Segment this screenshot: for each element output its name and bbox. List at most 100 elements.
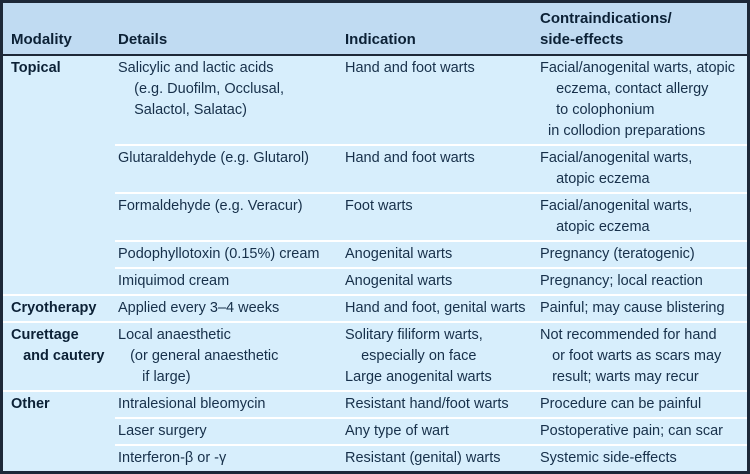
details-cell-line: Salicylic and lactic acids	[118, 60, 274, 76]
table-row: Imiquimod cream Anogenital warts Pregnancy…	[3, 267, 747, 294]
details-cell-line: (or general anaesthetic	[118, 348, 279, 364]
indication-cell: Resistant (genital) warts	[342, 444, 537, 469]
table-body: Topical Salicylic and lactic acids (e.g. …	[3, 56, 747, 471]
table-row: Curettage and cautery Local anaesthetic (…	[3, 323, 747, 390]
modality-cell	[3, 146, 115, 190]
indication-cell: Foot warts	[342, 192, 537, 238]
indication-cell: Anogenital warts	[342, 240, 537, 265]
indication-cell-line: Anogenital warts	[345, 273, 453, 289]
details-cell-line: (e.g. Duofilm, Occlusal,	[118, 81, 284, 97]
details-cell-line: Podophyllotoxin (0.15%) cream	[118, 246, 320, 262]
contraindications-cell: Painful; may cause blistering	[537, 298, 747, 319]
modality-cell	[3, 419, 115, 442]
indication-cell-line: Anogenital warts	[345, 246, 453, 262]
details-cell-line: Glutaraldehyde (e.g. Glutarol)	[118, 150, 310, 166]
table-row: Interferon-β or -γ Resistant (genital) wa…	[3, 444, 747, 471]
contraindications-cell-line: atopic eczema	[540, 219, 650, 235]
column-header-indication: Indication	[345, 31, 416, 48]
modality-cell-line: Topical	[11, 60, 61, 76]
modality-cell	[3, 269, 115, 292]
modality-cell: Curettage and cautery	[3, 325, 115, 388]
table-row: Topical Salicylic and lactic acids (e.g. …	[3, 56, 747, 144]
contraindications-cell-line: Systemic side-effects	[540, 450, 677, 466]
indication-cell-line: Resistant (genital) warts	[345, 450, 501, 466]
contraindications-cell-line: Procedure can be painful	[540, 396, 702, 412]
contraindications-cell: Not recommended for hand or foot warts a…	[537, 325, 747, 388]
modality-cell: Other	[3, 394, 115, 415]
column-header-contraindications-line2: side-effects	[540, 31, 624, 48]
contraindications-cell: Procedure can be painful	[537, 394, 747, 415]
indication-cell: Hand and foot warts	[342, 58, 537, 142]
column-header-details: Details	[118, 31, 168, 48]
indication-cell-line: Any type of wart	[345, 423, 449, 439]
table-section: Topical Salicylic and lactic acids (e.g. …	[3, 56, 747, 294]
contraindications-cell-line: or foot warts as scars may	[540, 348, 722, 364]
table-row: Other Intralesional bleomycin Resistant ha…	[3, 392, 747, 417]
modality-cell-line: and cautery	[11, 348, 105, 364]
contraindications-cell-line: Facial/anogenital warts, atopic	[540, 60, 736, 76]
table-row: Glutaraldehyde (e.g. Glutarol) Hand and f…	[3, 144, 747, 192]
contraindications-cell-line: Facial/anogenital warts,	[540, 198, 693, 214]
contraindications-cell-line: Pregnancy (teratogenic)	[540, 246, 695, 262]
indication-cell: Solitary filiform warts, especially on f…	[342, 325, 537, 388]
table-row: Podophyllotoxin (0.15%) cream Anogenital …	[3, 240, 747, 267]
details-cell: Podophyllotoxin (0.15%) cream	[115, 240, 342, 265]
column-header-contraindications: Contraindications/ side-effects	[537, 8, 747, 54]
modality-cell	[3, 242, 115, 265]
contraindications-cell-line: in collodion preparations	[540, 123, 706, 139]
modality-cell	[3, 446, 115, 469]
indication-cell: Resistant hand/foot warts	[342, 394, 537, 415]
details-cell-line: if large)	[118, 369, 191, 385]
contraindications-cell: Facial/anogenital warts, atopic eczema, …	[537, 58, 747, 142]
details-cell: Intralesional bleomycin	[115, 394, 342, 415]
table-row: Cryotherapy Applied every 3–4 weeks Hand a…	[3, 296, 747, 321]
details-cell-line: Applied every 3–4 weeks	[118, 300, 280, 316]
contraindications-cell-line: Pregnancy; local reaction	[540, 273, 703, 289]
details-cell-line: Imiquimod cream	[118, 273, 230, 289]
details-cell: Formaldehyde (e.g. Veracur)	[115, 192, 342, 238]
contraindications-cell: Systemic side-effects	[537, 444, 747, 469]
contraindications-cell: Facial/anogenital warts, atopic eczema	[537, 192, 747, 238]
indication-cell-line: Foot warts	[345, 198, 413, 214]
column-header-modality: Modality	[11, 31, 72, 48]
table-header: Modality Details Indication Contraindica…	[3, 3, 747, 56]
indication-cell: Hand and foot warts	[342, 144, 537, 190]
contraindications-cell: Pregnancy (teratogenic)	[537, 240, 747, 265]
modality-cell-line: Curettage	[11, 327, 79, 343]
indication-cell-line: Hand and foot warts	[345, 150, 475, 166]
details-cell-line: Salactol, Salatac)	[118, 102, 247, 118]
indication-cell-line: Hand and foot warts	[345, 60, 475, 76]
details-cell-line: Intralesional bleomycin	[118, 396, 266, 412]
table-section: Cryotherapy Applied every 3–4 weeks Hand a…	[3, 294, 747, 321]
indication-cell-line: especially on face	[345, 348, 477, 364]
details-cell: Interferon-β or -γ	[115, 444, 342, 469]
indication-cell-line: Resistant hand/foot warts	[345, 396, 509, 412]
contraindications-cell-line: Postoperative pain; can scar	[540, 423, 723, 439]
modality-cell	[3, 194, 115, 238]
indication-cell: Anogenital warts	[342, 267, 537, 292]
table-row: Formaldehyde (e.g. Veracur) Foot warts Fac…	[3, 192, 747, 240]
modality-cell: Topical	[3, 58, 115, 142]
details-cell: Salicylic and lactic acids (e.g. Duofilm…	[115, 58, 342, 142]
contraindications-cell-line: to colophonium	[540, 102, 655, 118]
contraindications-cell: Postoperative pain; can scar	[537, 417, 747, 442]
table-row: Laser surgery Any type of wart Postoperati…	[3, 417, 747, 444]
contraindications-cell-line: Facial/anogenital warts,	[540, 150, 693, 166]
details-cell: Glutaraldehyde (e.g. Glutarol)	[115, 144, 342, 190]
contraindications-cell-line: Not recommended for hand	[540, 327, 717, 343]
table-section: Other Intralesional bleomycin Resistant ha…	[3, 390, 747, 471]
modality-cell-line: Other	[11, 396, 50, 412]
details-cell-line: Local anaesthetic	[118, 327, 231, 343]
indication-cell-line: Large anogenital warts	[345, 369, 492, 385]
contraindications-cell-line: Painful; may cause blistering	[540, 300, 725, 316]
indication-cell: Hand and foot, genital warts	[342, 298, 537, 319]
modality-cell-line: Cryotherapy	[11, 300, 97, 316]
column-header-contraindications-line1: Contraindications/	[540, 10, 672, 27]
contraindications-cell-line: result; warts may recur	[540, 369, 699, 385]
indication-cell-line: Solitary filiform warts,	[345, 327, 483, 343]
details-cell: Laser surgery	[115, 417, 342, 442]
contraindications-cell-line: eczema, contact allergy	[540, 81, 709, 97]
contraindications-cell-line: atopic eczema	[540, 171, 650, 187]
details-cell: Local anaesthetic (or general anaestheti…	[115, 325, 342, 388]
